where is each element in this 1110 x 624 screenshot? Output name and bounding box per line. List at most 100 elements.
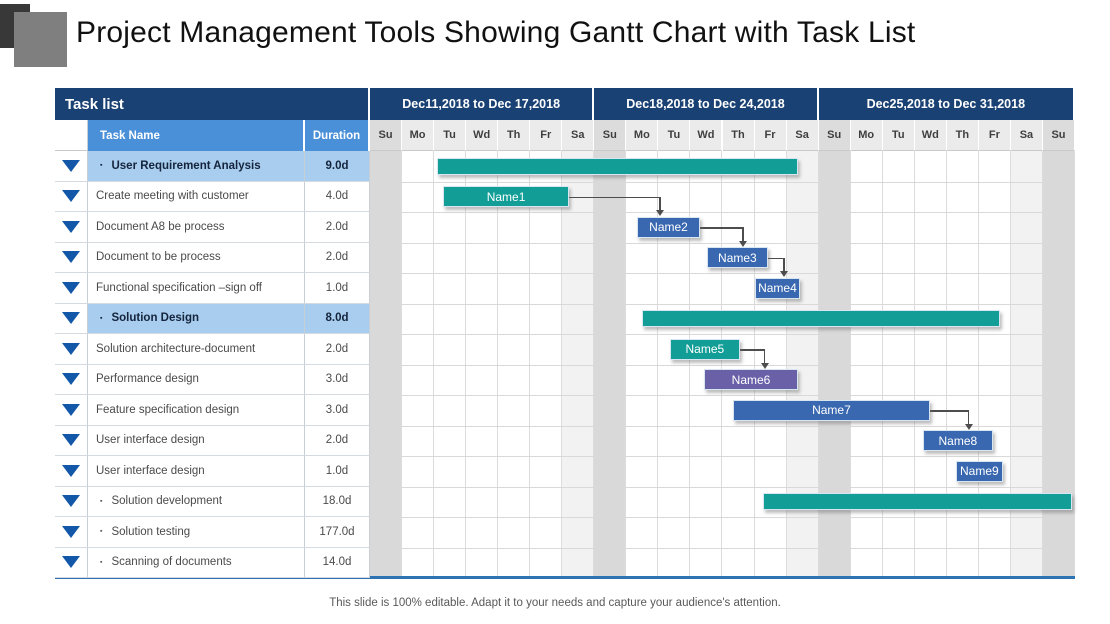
expand-triangle-icon[interactable] bbox=[62, 190, 80, 203]
task-name-cell: Feature specification design bbox=[88, 395, 305, 426]
task-name-label: User interface design bbox=[96, 464, 205, 477]
expand-triangle-icon[interactable] bbox=[62, 434, 80, 447]
day-header-cell: Wd bbox=[690, 120, 723, 151]
task-duration-cell: 177.0d bbox=[305, 517, 370, 548]
task-duration-cell: 18.0d bbox=[305, 486, 370, 517]
gantt-bar-name5[interactable]: Name5 bbox=[669, 338, 740, 360]
task-row-expand bbox=[55, 547, 88, 578]
day-header-cell: Fr bbox=[754, 120, 787, 151]
day-header-cell: Th bbox=[498, 120, 531, 151]
day-header-cell: Fr bbox=[530, 120, 563, 151]
chart-row-line bbox=[370, 212, 1075, 213]
expand-triangle-icon[interactable] bbox=[62, 525, 80, 538]
task-row-expand bbox=[55, 486, 88, 517]
task-name-cell: ▪ Solution development bbox=[88, 486, 305, 517]
day-header-cell: Su bbox=[370, 120, 403, 151]
dependency-arrow-icon bbox=[655, 210, 664, 216]
chart-row-line bbox=[370, 364, 1075, 366]
expand-triangle-icon[interactable] bbox=[62, 373, 80, 386]
expand-triangle-icon[interactable] bbox=[62, 495, 80, 508]
task-name-cell: Create meeting with customer bbox=[88, 181, 305, 212]
task-duration-cell: 14.0d bbox=[305, 547, 370, 578]
day-header-cell: Sa bbox=[1010, 120, 1043, 151]
day-header-cell: Su bbox=[594, 120, 627, 151]
task-row-expand bbox=[55, 364, 88, 395]
task-row-expand bbox=[55, 425, 88, 456]
chart-row-line bbox=[370, 517, 1075, 518]
duration-column-header: Duration bbox=[305, 120, 370, 151]
dependency-connector-v bbox=[742, 227, 744, 241]
bullet-icon: ▪ bbox=[100, 558, 103, 566]
bullet-icon: ▪ bbox=[100, 162, 103, 170]
chart-row-line bbox=[370, 181, 1075, 183]
chart-row-line bbox=[370, 242, 1075, 244]
expand-triangle-icon[interactable] bbox=[62, 251, 80, 264]
gantt-bar-summary[interactable] bbox=[642, 310, 1000, 327]
task-duration-cell: 2.0d bbox=[305, 425, 370, 456]
task-row-expand bbox=[55, 151, 88, 182]
bullet-icon: ▪ bbox=[100, 314, 103, 322]
gantt-bar-name4[interactable]: Name4 bbox=[754, 277, 801, 299]
day-header-cell: Th bbox=[722, 120, 755, 151]
expand-triangle-icon[interactable] bbox=[62, 312, 80, 325]
dependency-connector-h bbox=[929, 410, 968, 412]
day-header-cell: Fr bbox=[978, 120, 1011, 151]
week-header: Dec11,2018 to Dec 17,2018 bbox=[370, 88, 595, 120]
gantt-bar-summary[interactable] bbox=[437, 157, 798, 175]
day-header-cell: Th bbox=[946, 120, 979, 151]
task-name-label: Solution testing bbox=[111, 525, 191, 538]
bullet-icon: ▪ bbox=[100, 497, 103, 505]
dependency-connector-v bbox=[783, 257, 785, 272]
task-name-cell: ▪ Solution Design bbox=[88, 303, 305, 334]
day-header-cell: Wd bbox=[914, 120, 947, 151]
task-duration-cell: 2.0d bbox=[305, 242, 370, 273]
day-header-cell: Wd bbox=[466, 120, 499, 151]
task-name-cell: User interface design bbox=[88, 456, 305, 487]
gantt-bar-name6[interactable]: Name6 bbox=[703, 369, 799, 390]
dependency-connector-h bbox=[739, 349, 764, 351]
expand-triangle-icon[interactable] bbox=[62, 159, 80, 172]
task-name-cell: Document A8 be process bbox=[88, 212, 305, 243]
gantt-bar-name2[interactable]: Name2 bbox=[636, 216, 701, 238]
gantt-bar-summary[interactable] bbox=[762, 493, 1072, 510]
task-name-cell: ▪ Solution testing bbox=[88, 517, 305, 548]
gantt-chart-area: Name1 Name2 Name3 Name4 Name5 Name6 Name7 Name8… bbox=[370, 151, 1075, 578]
expand-triangle-icon[interactable] bbox=[62, 403, 80, 416]
task-row-expand bbox=[55, 181, 88, 212]
task-row-expand bbox=[55, 334, 88, 365]
bullet-icon: ▪ bbox=[100, 528, 103, 536]
dependency-connector-v bbox=[763, 349, 766, 363]
dependency-arrow-icon bbox=[779, 271, 788, 277]
expand-triangle-icon[interactable] bbox=[62, 464, 80, 477]
dependency-connector-h bbox=[569, 196, 660, 198]
task-name-column-header: Task Name bbox=[88, 120, 305, 151]
task-duration-cell: 1.0d bbox=[305, 456, 370, 487]
task-duration-cell: 2.0d bbox=[305, 212, 370, 243]
task-name-label: Solution architecture-document bbox=[96, 342, 256, 355]
expand-triangle-icon[interactable] bbox=[62, 220, 80, 233]
task-name-label: User Requirement Analysis bbox=[111, 159, 261, 172]
footer-note: This slide is 100% editable. Adapt it to… bbox=[329, 597, 781, 609]
chart-row-line bbox=[370, 273, 1075, 274]
expand-triangle-icon[interactable] bbox=[62, 556, 80, 569]
expand-triangle-icon[interactable] bbox=[62, 281, 80, 294]
gantt-bar-name1[interactable]: Name1 bbox=[443, 186, 569, 207]
task-name-label: User interface design bbox=[96, 434, 205, 447]
gantt-bar-name3[interactable]: Name3 bbox=[706, 247, 768, 268]
tasklist-banner: Task list bbox=[55, 88, 370, 120]
task-name-label: Create meeting with customer bbox=[96, 190, 249, 203]
gantt-bar-name8[interactable]: Name8 bbox=[922, 430, 993, 451]
task-duration-cell: 3.0d bbox=[305, 364, 370, 395]
gantt-bar-name7[interactable]: Name7 bbox=[733, 399, 930, 421]
task-name-label: Performance design bbox=[96, 373, 199, 386]
task-name-label: Scanning of documents bbox=[111, 556, 232, 569]
gantt-bar-name9[interactable]: Name9 bbox=[955, 460, 1003, 482]
chart-row-line bbox=[370, 395, 1075, 396]
decor-square-gray bbox=[14, 12, 67, 67]
expand-triangle-icon[interactable] bbox=[62, 342, 80, 355]
chart-row-line bbox=[370, 303, 1075, 305]
dependency-arrow-icon bbox=[738, 240, 747, 247]
task-row-expand bbox=[55, 303, 88, 334]
day-header-cell: Tu bbox=[658, 120, 691, 151]
